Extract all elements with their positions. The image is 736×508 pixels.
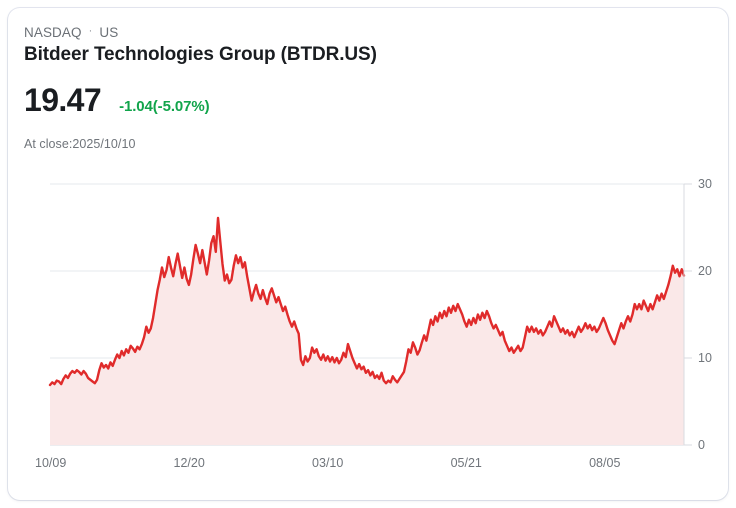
y-tick-marks: [684, 183, 692, 446]
stock-quote-card: NASDAQ · US Bitdeer Technologies Group (…: [8, 8, 728, 500]
price-line: [48, 216, 686, 387]
y-axis-label-10: 10: [698, 351, 712, 365]
region-label: US: [99, 25, 119, 40]
y-axis-label-20: 20: [698, 264, 712, 278]
x-axis-label-1: 12/20: [174, 456, 205, 470]
x-axis-label-3: 05/21: [451, 456, 482, 470]
x-axis-label-4: 08/05: [589, 456, 620, 470]
x-axis-label-2: 03/10: [312, 456, 343, 470]
exchange-row: NASDAQ · US: [24, 25, 118, 40]
price-row: 19.47 -1.04(-5.07%): [24, 84, 210, 116]
market-status-note: At close:2025/10/10: [24, 137, 136, 151]
y-axis-label-0: 0: [698, 438, 705, 452]
x-axis-labels: 10/09 12/20 03/10 05/21 08/05: [35, 456, 620, 470]
x-axis-label-0: 10/09: [35, 456, 66, 470]
separator-dot: ·: [88, 25, 93, 37]
price-change: -1.04(-5.07%): [119, 98, 210, 115]
page-title: Bitdeer Technologies Group (BTDR.US): [24, 44, 377, 65]
exchange-name: NASDAQ: [24, 25, 82, 40]
price-area-fill: [50, 217, 684, 445]
current-price: 19.47: [24, 82, 102, 118]
y-axis-label-30: 30: [698, 177, 712, 191]
price-chart-svg[interactable]: 0 10 20 30 10/09 12/20 03/10 05/21 08/05: [8, 160, 728, 480]
price-chart[interactable]: 0 10 20 30 10/09 12/20 03/10 05/21 08/05: [8, 160, 728, 480]
y-axis-labels: 0 10 20 30: [698, 177, 712, 452]
